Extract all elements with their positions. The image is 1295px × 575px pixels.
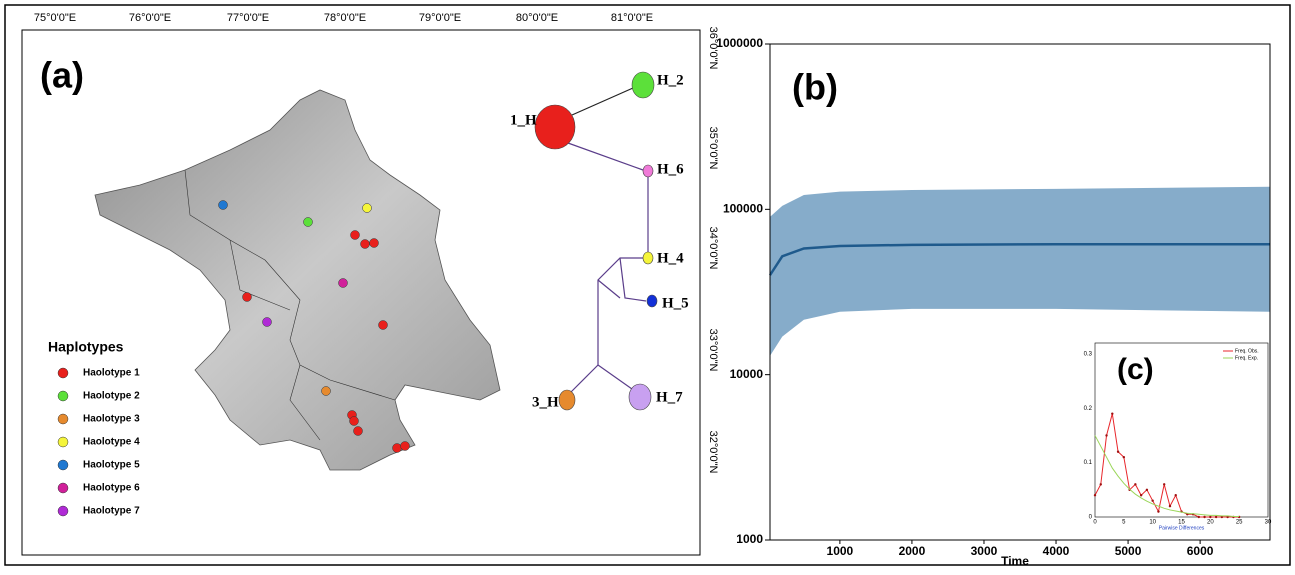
legend-label: Haolotype 1 <box>83 368 140 379</box>
panel-label: (c) <box>1117 353 1154 386</box>
legend-swatch <box>58 483 68 493</box>
point <box>1146 489 1148 491</box>
x-tick-label: 5 <box>1122 520 1126 526</box>
node-label: H_4 <box>657 250 684 266</box>
y-tick-label: 0.1 <box>1084 460 1093 466</box>
node-label: 3_H <box>532 394 559 410</box>
point <box>1157 510 1159 512</box>
y-tick-label: 100000 <box>723 202 763 216</box>
panel-label: (b) <box>792 67 838 108</box>
y-tick-label: 10000 <box>730 367 764 381</box>
x-tick-label: 5000 <box>1115 544 1142 558</box>
x-axis-title: Pairwise Differences <box>1159 525 1205 531</box>
x-axis-title: Time <box>1001 554 1029 568</box>
y-tick-label: 0.3 <box>1084 351 1093 357</box>
point <box>1100 483 1102 485</box>
legend-label: Haolotype 7 <box>83 506 140 517</box>
x-tick-label: 20 <box>1207 520 1214 526</box>
legend-swatch <box>58 414 68 424</box>
network-nodes <box>535 72 657 410</box>
legend-swatch <box>58 460 68 470</box>
x-tick-label: 4000 <box>1043 544 1070 558</box>
node-label: H_6 <box>657 161 684 177</box>
legend-label: Haolotype 5 <box>83 460 140 471</box>
legend-label: Freq. Obs. <box>1235 348 1259 354</box>
x-tick-label: 1000 <box>827 544 854 558</box>
x-tick-label: 30 <box>1265 520 1272 526</box>
point <box>1105 434 1107 436</box>
y-tick-label: 1000000 <box>716 36 763 50</box>
legend-swatch <box>58 391 68 401</box>
legend-swatch <box>58 506 68 516</box>
x-tick-label: 10 <box>1149 520 1156 526</box>
point <box>1203 516 1205 518</box>
haplotype-network <box>568 88 648 392</box>
lon-tick-label: 77°0'0"E <box>227 12 269 24</box>
node-label: H_5 <box>662 295 689 311</box>
lat-tick-label: 34°0'0"N <box>707 227 719 270</box>
panel-label: (a) <box>40 55 84 96</box>
lat-tick-label: 33°0'0"N <box>707 329 719 372</box>
point <box>1134 483 1136 485</box>
point <box>1163 483 1165 485</box>
lon-tick-label: 79°0'0"E <box>419 12 461 24</box>
legend-label: Haolotype 3 <box>83 414 140 425</box>
point <box>1111 412 1113 414</box>
lat-tick-label: 32°0'0"N <box>707 431 719 474</box>
region-map <box>95 90 500 470</box>
hpd-area <box>770 187 1270 356</box>
node-label: H_2 <box>657 72 684 88</box>
node-label: 1_H <box>510 112 537 128</box>
legend-swatch <box>58 437 68 447</box>
lon-tick-label: 78°0'0"E <box>324 12 366 24</box>
lon-tick-label: 76°0'0"E <box>129 12 171 24</box>
legend-label: Haolotype 2 <box>83 391 140 402</box>
point <box>1198 516 1200 518</box>
y-tick-label: 0 <box>1089 515 1093 521</box>
x-tick-label: 6000 <box>1187 544 1214 558</box>
node-label: H_7 <box>656 389 683 405</box>
lon-tick-label: 81°0'0"E <box>611 12 653 24</box>
legend-label: Freq. Exp. <box>1235 355 1258 361</box>
point <box>1175 494 1177 496</box>
lat-tick-label: 35°0'0"N <box>707 127 719 170</box>
point <box>1094 494 1096 496</box>
legend-swatch <box>58 368 68 378</box>
figure: (a) Haplotypes 1_H H_2 H_6 H_4 H_5 3_H H… <box>0 0 1295 570</box>
legend-title: Haplotypes <box>48 339 124 355</box>
point <box>1215 516 1217 518</box>
x-tick-label: 0 <box>1093 520 1097 526</box>
x-tick-label: 3000 <box>971 544 998 558</box>
legend-label: Haolotype 6 <box>83 483 140 494</box>
point <box>1169 505 1171 507</box>
x-tick-label: 2000 <box>899 544 926 558</box>
y-tick-label: 0.2 <box>1084 406 1093 412</box>
y-tick-label: 1000 <box>736 532 763 546</box>
point <box>1140 494 1142 496</box>
page: (a) Haplotypes 1_H H_2 H_6 H_4 H_5 3_H H… <box>0 0 1295 575</box>
legend-label: Haolotype 4 <box>83 437 140 448</box>
lon-tick-label: 80°0'0"E <box>516 12 558 24</box>
point <box>1209 516 1211 518</box>
x-tick-label: 25 <box>1236 520 1243 526</box>
point <box>1123 456 1125 458</box>
point <box>1151 499 1153 501</box>
point <box>1117 451 1119 453</box>
lon-tick-label: 75°0'0"E <box>34 12 76 24</box>
